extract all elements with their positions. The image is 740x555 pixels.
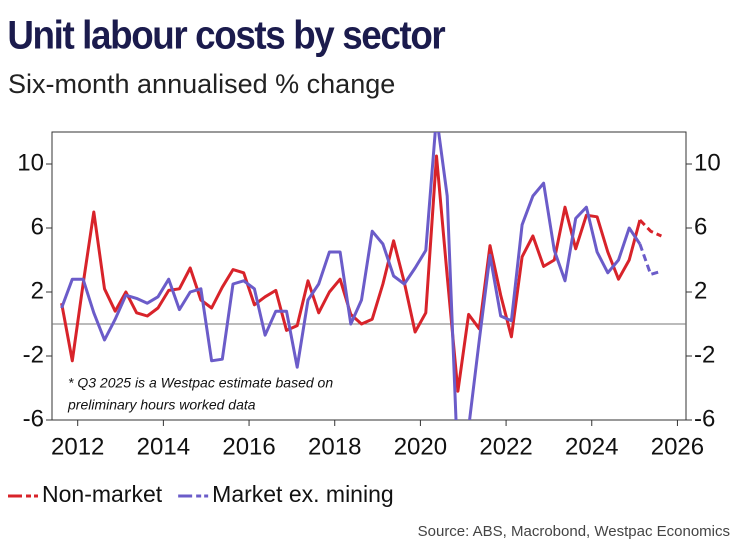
y2-tick-label: -2 (694, 341, 715, 368)
plot-frame (51, 131, 687, 421)
estimate-line (638, 218, 663, 238)
x-tick-label: 2014 (137, 433, 190, 460)
x-tick-label: 2018 (308, 433, 361, 460)
x-tick-label: 2012 (51, 433, 104, 460)
y-tick-label: 10 (17, 149, 44, 176)
y2-tick-label: -6 (694, 405, 715, 432)
chart-subtitle: Six-month annualised % change (8, 69, 395, 99)
x-tick-label: 2026 (651, 433, 704, 460)
x-tick-label: 2022 (479, 433, 532, 460)
x-tick-label: 2024 (565, 433, 618, 460)
y-tick-label: -2 (23, 341, 44, 368)
annotation: * Q3 2025 is a Westpac estimate based on (68, 375, 333, 391)
x-tick-label: 2016 (222, 433, 275, 460)
legend-label: Market ex. mining (212, 481, 394, 507)
plot-lines (60, 132, 663, 420)
y2-tick-label: 2 (694, 277, 707, 304)
x-tick-label: 2020 (394, 433, 447, 460)
y-tick-label: 2 (31, 277, 44, 304)
estimate-line (638, 243, 662, 276)
series-line (60, 154, 642, 393)
chart-title: Unit labour costs by sector (7, 13, 445, 58)
y-tick-label: 6 (31, 213, 44, 240)
legend-label: Non-market (42, 481, 163, 507)
y2-tick-label: 10 (694, 149, 721, 176)
series-line (60, 132, 642, 420)
source: Source: ABS, Macrobond, Westpac Economic… (418, 523, 730, 540)
y2-tick-label: 6 (694, 213, 707, 240)
y-tick-label: -6 (23, 405, 44, 432)
annotation: preliminary hours worked data (67, 397, 256, 413)
